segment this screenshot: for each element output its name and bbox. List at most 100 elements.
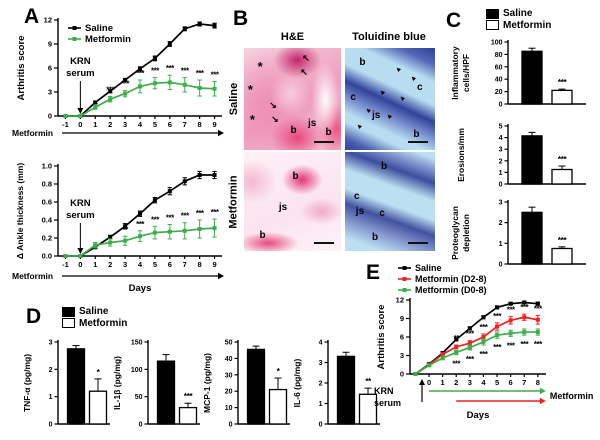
histology-annotation: b <box>325 126 332 138</box>
svg-text:4: 4 <box>138 260 143 269</box>
svg-text:***: *** <box>211 208 220 217</box>
svg-text:***: *** <box>534 340 543 349</box>
svg-text:*: * <box>277 366 281 376</box>
svg-text:5: 5 <box>153 260 157 269</box>
svg-text:0: 0 <box>48 112 52 121</box>
histology-he-metformin: b js b <box>244 152 341 251</box>
svg-text:2: 2 <box>319 381 323 388</box>
svg-text:20: 20 <box>495 89 503 96</box>
svg-text:3: 3 <box>400 351 404 360</box>
svg-text:Proteoglycan: Proteoglycan <box>450 206 460 260</box>
histology-annotation: b <box>381 160 388 172</box>
histology-annotation: ▲ <box>384 111 395 122</box>
svg-text:TNF-α (pg/mg): TNF-α (pg/mg) <box>22 354 32 412</box>
svg-text:3: 3 <box>468 378 472 387</box>
svg-text:***: *** <box>181 212 190 221</box>
svg-text:serum: serum <box>66 210 95 221</box>
svg-text:***: *** <box>507 306 516 315</box>
svg-text:MCP-1 (pg/mg): MCP-1 (pg/mg) <box>202 353 212 413</box>
histology-annotation: * <box>247 81 253 97</box>
chart-tnf-alpha: 0 1 2 3 TNF-α (pg/mg) * <box>22 340 110 429</box>
svg-text:4: 4 <box>319 340 323 347</box>
svg-text:serum: serum <box>66 68 95 79</box>
histology-annotation: * <box>249 112 255 128</box>
svg-text:***: *** <box>558 154 568 164</box>
svg-text:***: *** <box>211 71 220 80</box>
svg-text:0: 0 <box>139 422 143 429</box>
saline-swatch <box>486 8 499 19</box>
histology-annotation: ↖ <box>300 67 308 78</box>
svg-text:1: 1 <box>93 120 97 129</box>
svg-text:0: 0 <box>78 120 82 129</box>
svg-text:Metformin: Metformin <box>550 391 594 401</box>
svg-text:0: 0 <box>400 370 404 379</box>
svg-text:5: 5 <box>495 378 499 387</box>
svg-text:KRN: KRN <box>70 198 91 209</box>
histology-annotation: ▲ <box>354 122 365 132</box>
svg-text:0.0: 0.0 <box>42 252 52 261</box>
histology-annotation: b <box>359 57 366 69</box>
histology-annotation: ↘ <box>271 114 279 125</box>
svg-text:6: 6 <box>509 378 513 387</box>
svg-text:9: 9 <box>48 40 52 49</box>
svg-text:7: 7 <box>522 378 526 387</box>
svg-text:***: *** <box>493 343 502 352</box>
metformin-swatch <box>62 318 75 329</box>
svg-text:Erosions/mm: Erosions/mm <box>456 128 466 182</box>
svg-text:Metformin (D2-8): Metformin (D2-8) <box>415 274 487 284</box>
svg-text:2: 2 <box>108 120 112 129</box>
panel-c-label: C <box>446 9 462 32</box>
svg-text:KRN: KRN <box>70 56 91 67</box>
svg-text:1.0: 1.0 <box>42 162 52 171</box>
svg-text:0: 0 <box>427 378 431 387</box>
svg-text:**: ** <box>454 334 461 343</box>
svg-text:***: *** <box>136 69 145 78</box>
svg-text:0: 0 <box>319 422 323 429</box>
svg-text:Δ Ankle thickness (mm): Δ Ankle thickness (mm) <box>15 163 25 260</box>
svg-text:2: 2 <box>108 260 112 269</box>
svg-text:Metformin: Metformin <box>12 271 53 281</box>
svg-text:30: 30 <box>225 372 233 379</box>
svg-text:***: *** <box>196 69 205 78</box>
svg-text:8: 8 <box>198 120 202 129</box>
panel-e-label: E <box>366 261 381 284</box>
svg-text:***: *** <box>520 340 529 349</box>
svg-text:***: *** <box>166 214 175 223</box>
svg-text:***: *** <box>480 350 489 359</box>
svg-text:0: 0 <box>499 262 503 269</box>
svg-text:40: 40 <box>495 77 503 84</box>
svg-text:***: *** <box>558 235 568 245</box>
svg-text:3: 3 <box>499 200 503 207</box>
chart-inflammatory-cells: 0 20 40 60 80 100 Inflammatory cells/HPF *** <box>450 40 586 109</box>
svg-text:0.2: 0.2 <box>42 234 52 243</box>
histology-annotation: * <box>257 59 263 75</box>
svg-text:cells/HPF: cells/HPF <box>461 54 471 92</box>
svg-text:100: 100 <box>131 367 143 374</box>
svg-text:3: 3 <box>48 88 52 97</box>
panel-a-label: A <box>24 5 40 28</box>
svg-text:***: *** <box>558 77 568 87</box>
svg-text:7: 7 <box>183 120 187 129</box>
svg-text:depletion: depletion <box>461 214 471 252</box>
row-header-metformin: Metformin <box>228 174 241 229</box>
histology-annotation: ▲ <box>377 87 388 98</box>
svg-text:100: 100 <box>491 40 503 47</box>
svg-text:80: 80 <box>495 52 503 59</box>
svg-text:1: 1 <box>499 241 503 248</box>
panel-b-label: B <box>233 7 249 30</box>
svg-text:IL-6 (pg/mg): IL-6 (pg/mg) <box>292 359 302 408</box>
svg-text:Inflammatory: Inflammatory <box>450 46 460 100</box>
svg-text:-1: -1 <box>62 260 69 269</box>
svg-text:4: 4 <box>138 120 143 129</box>
panel-c-legend: Saline Metformin <box>486 8 551 31</box>
svg-text:***: *** <box>507 341 516 350</box>
histology-annotation: c <box>354 190 360 202</box>
svg-text:Metformin: Metformin <box>85 34 131 45</box>
svg-text:1: 1 <box>319 401 323 408</box>
svg-text:***: *** <box>106 85 115 94</box>
svg-text:3: 3 <box>123 120 127 129</box>
svg-text:***: *** <box>184 391 194 401</box>
svg-text:7: 7 <box>183 260 187 269</box>
